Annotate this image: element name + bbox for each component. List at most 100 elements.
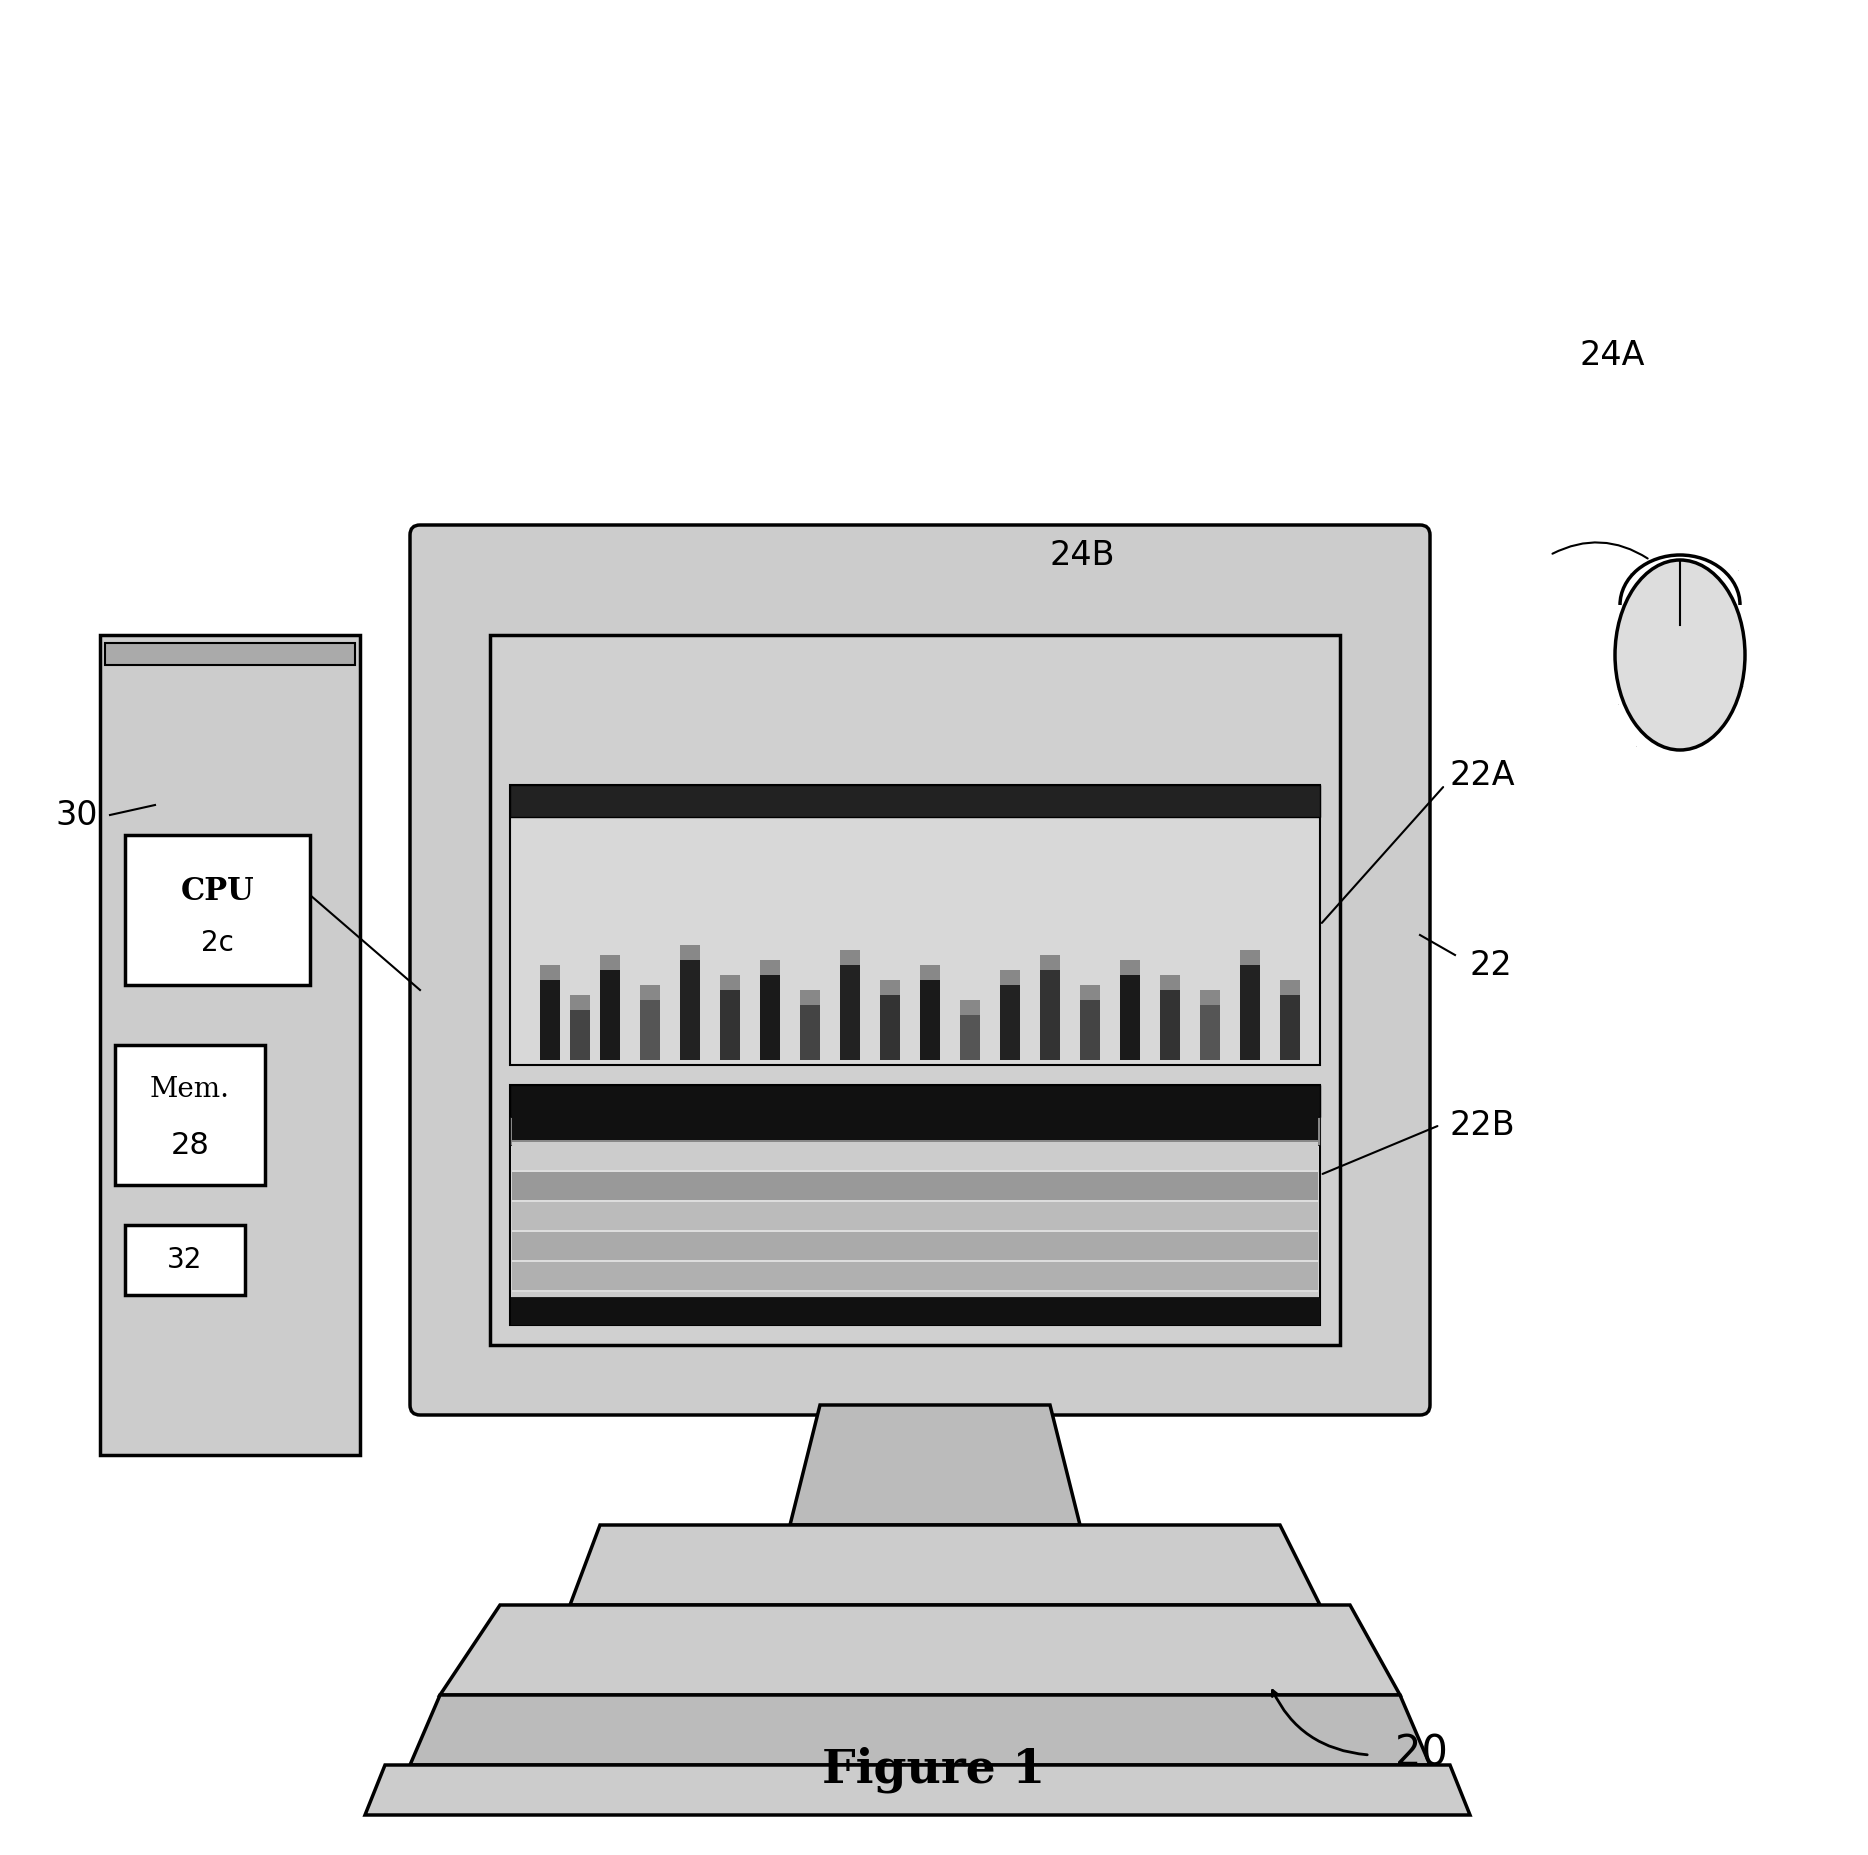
Point	[1199, 1178, 1229, 1208]
Point	[915, 1614, 945, 1644]
Point	[1270, 1612, 1300, 1642]
Point	[992, 1178, 1022, 1208]
Point	[235, 1287, 265, 1317]
Point	[1270, 1139, 1300, 1169]
Point	[1042, 892, 1072, 922]
Point	[938, 1263, 968, 1293]
Point	[590, 1273, 620, 1302]
Point	[220, 1284, 250, 1313]
Point	[609, 716, 639, 746]
Point	[714, 1124, 743, 1154]
Point	[932, 933, 962, 963]
Point	[1134, 812, 1164, 842]
Point	[652, 1311, 682, 1341]
Point	[1104, 1000, 1134, 1030]
Point	[1141, 903, 1171, 933]
Polygon shape	[364, 1764, 1470, 1814]
Point	[941, 1373, 971, 1402]
Point	[532, 1640, 562, 1670]
Point	[1295, 753, 1324, 783]
Point	[592, 1139, 622, 1169]
Point	[1278, 1213, 1308, 1243]
Point	[1196, 1273, 1225, 1302]
Point	[631, 955, 661, 985]
Point	[1083, 1241, 1113, 1271]
Point	[820, 838, 850, 868]
Point	[1063, 1026, 1093, 1055]
Point	[1231, 722, 1261, 751]
Point	[280, 827, 310, 857]
Point	[553, 1106, 583, 1135]
Point	[1265, 889, 1295, 918]
Point	[822, 1141, 852, 1171]
Bar	[512, 1202, 1319, 1230]
Point	[943, 900, 973, 929]
Point	[893, 1415, 923, 1445]
Point	[521, 920, 551, 950]
Point	[566, 668, 596, 697]
Point	[790, 787, 820, 816]
Point	[1171, 627, 1201, 657]
Point	[262, 857, 291, 887]
Point	[555, 1013, 585, 1043]
Point	[1145, 855, 1175, 885]
Point	[103, 1180, 133, 1209]
Point	[884, 1670, 913, 1699]
Point	[680, 1150, 710, 1180]
Point	[958, 1132, 988, 1161]
Point	[1323, 1132, 1352, 1161]
Point	[547, 1302, 577, 1332]
Point	[1020, 801, 1050, 831]
Point	[844, 1582, 874, 1612]
Point	[884, 781, 913, 811]
Point	[1089, 896, 1119, 926]
Point	[1311, 963, 1341, 992]
Point	[859, 1432, 889, 1462]
Point	[551, 1137, 581, 1167]
Point	[271, 1017, 301, 1046]
Point	[691, 660, 721, 690]
Point	[973, 1256, 1003, 1286]
Point	[331, 1005, 361, 1035]
Point	[1097, 877, 1126, 907]
Point	[736, 1137, 766, 1167]
Point	[1115, 623, 1145, 653]
Point	[753, 781, 783, 811]
Point	[1201, 1554, 1231, 1584]
Point	[192, 675, 222, 705]
Point	[1377, 872, 1407, 902]
Point	[291, 766, 321, 796]
Point	[973, 1710, 1003, 1740]
Point	[687, 1039, 717, 1068]
Point	[635, 955, 665, 985]
Point	[99, 1146, 129, 1176]
Point	[581, 1109, 611, 1139]
Point	[1011, 540, 1040, 569]
Point	[1102, 1026, 1132, 1055]
Point	[809, 1258, 839, 1287]
Point	[1317, 660, 1347, 690]
Point	[1265, 935, 1295, 965]
Point	[792, 1478, 822, 1508]
Point	[1132, 1070, 1162, 1100]
Point	[1139, 976, 1169, 1005]
Point	[1283, 549, 1313, 579]
Point	[181, 1273, 211, 1302]
Point	[712, 1369, 742, 1399]
Point	[835, 1783, 865, 1812]
Point	[224, 853, 254, 883]
Point	[262, 959, 291, 989]
Point	[615, 798, 644, 827]
Point	[792, 790, 822, 820]
Point	[852, 1182, 882, 1211]
Point	[1087, 1137, 1117, 1167]
Point	[1196, 838, 1225, 868]
Point	[1145, 779, 1175, 809]
Point	[745, 807, 775, 837]
Point	[1324, 1250, 1354, 1280]
Point	[1375, 692, 1405, 722]
Point	[1156, 924, 1186, 953]
Point	[1039, 840, 1068, 870]
Point	[1248, 1736, 1278, 1766]
Point	[581, 1024, 611, 1054]
